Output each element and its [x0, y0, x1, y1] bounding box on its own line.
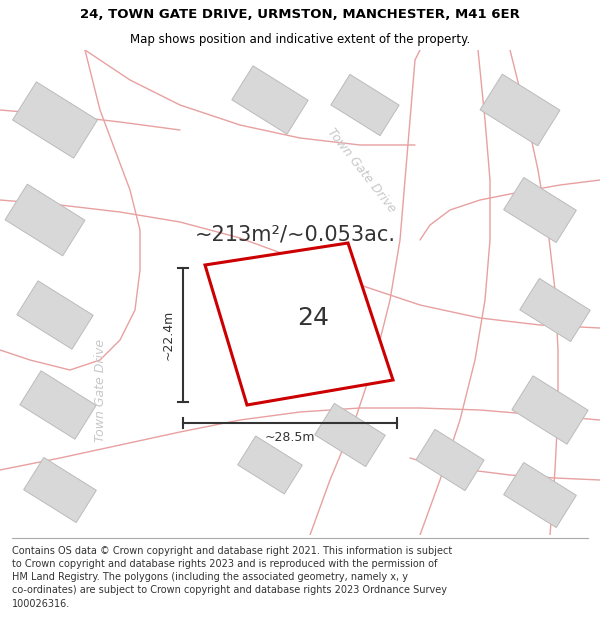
Text: ~213m²/~0.053ac.: ~213m²/~0.053ac. [194, 225, 395, 245]
Polygon shape [23, 458, 97, 522]
Polygon shape [503, 462, 577, 528]
Polygon shape [17, 281, 93, 349]
Polygon shape [20, 371, 96, 439]
Polygon shape [520, 278, 590, 342]
Text: Contains OS data © Crown copyright and database right 2021. This information is : Contains OS data © Crown copyright and d… [12, 546, 452, 609]
Polygon shape [232, 66, 308, 134]
Polygon shape [480, 74, 560, 146]
Text: Town Gate Drive: Town Gate Drive [94, 339, 107, 441]
Polygon shape [416, 429, 484, 491]
Text: ~22.4m: ~22.4m [162, 310, 175, 360]
Polygon shape [13, 82, 97, 158]
Polygon shape [205, 243, 393, 405]
Polygon shape [5, 184, 85, 256]
Text: ~28.5m: ~28.5m [265, 431, 315, 444]
Text: 24, TOWN GATE DRIVE, URMSTON, MANCHESTER, M41 6ER: 24, TOWN GATE DRIVE, URMSTON, MANCHESTER… [80, 9, 520, 21]
Polygon shape [238, 436, 302, 494]
Polygon shape [512, 376, 588, 444]
Text: Town Gate Drive: Town Gate Drive [325, 126, 399, 214]
Polygon shape [331, 74, 399, 136]
Text: Map shows position and indicative extent of the property.: Map shows position and indicative extent… [130, 32, 470, 46]
Text: 24: 24 [297, 306, 329, 330]
Polygon shape [503, 177, 577, 242]
Polygon shape [315, 403, 385, 467]
